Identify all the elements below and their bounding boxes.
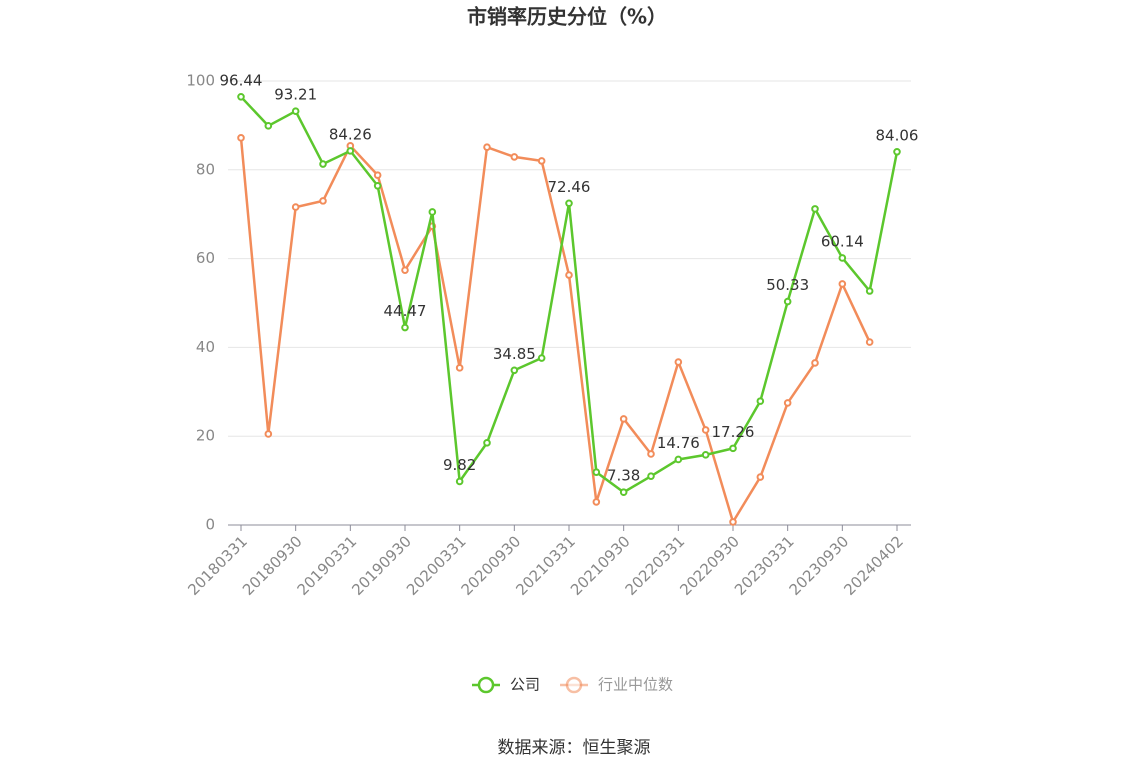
y-tick-label: 40	[196, 338, 215, 356]
data-point	[701, 426, 710, 434]
legend-label: 公司	[510, 676, 540, 694]
data-point	[401, 323, 409, 332]
data-point	[483, 143, 491, 151]
data-point	[592, 498, 601, 506]
data-label: 9.82	[443, 456, 476, 474]
data-point	[893, 147, 901, 156]
y-tick-label: 60	[196, 249, 215, 267]
data-point	[729, 444, 737, 453]
data-label: 7.38	[607, 467, 640, 485]
data-point	[237, 93, 245, 101]
data-point	[455, 364, 464, 372]
data-label: 17.26	[712, 423, 755, 441]
series-line	[239, 137, 871, 525]
legend-marker	[477, 676, 495, 694]
data-point	[729, 518, 737, 526]
data-point	[264, 430, 273, 438]
data-point	[701, 451, 710, 459]
data-point	[510, 153, 519, 161]
chart-title: 市销率历史分位（%）	[467, 5, 667, 29]
data-point	[510, 366, 519, 375]
data-point	[783, 297, 792, 306]
legend-label: 行业中位数	[598, 676, 673, 694]
data-point	[811, 359, 819, 367]
data-point	[674, 358, 683, 366]
data-point	[483, 439, 491, 447]
data-label: 96.44	[220, 71, 263, 89]
source-note: 数据来源：恒生聚源	[498, 738, 651, 758]
data-point	[756, 473, 765, 481]
data-label: 14.76	[657, 434, 700, 452]
data-point	[838, 254, 847, 262]
data-point	[565, 271, 573, 279]
data-point	[647, 450, 655, 458]
series-line	[240, 95, 899, 494]
data-point	[619, 415, 628, 423]
data-point	[291, 107, 300, 115]
data-point	[373, 171, 382, 179]
y-tick-label: 20	[196, 427, 215, 445]
data-label: 93.21	[274, 86, 317, 104]
data-point	[838, 280, 847, 288]
data-point	[373, 181, 382, 190]
data-point	[455, 477, 464, 486]
legend-marker	[565, 676, 583, 694]
data-label: 34.85	[493, 345, 536, 363]
data-point	[865, 338, 874, 346]
y-tick-label: 80	[196, 160, 215, 178]
data-label: 72.46	[548, 178, 591, 196]
data-point	[291, 203, 300, 211]
data-point	[674, 455, 683, 464]
data-point	[811, 205, 819, 213]
data-label: 60.14	[821, 232, 864, 250]
data-label: 50.33	[766, 276, 809, 294]
data-point	[319, 197, 327, 205]
data-point	[565, 199, 573, 208]
data-point	[537, 157, 546, 165]
data-point	[428, 208, 437, 216]
data-point	[537, 354, 546, 362]
y-tick-label: 0	[205, 516, 215, 534]
data-point	[346, 147, 355, 155]
data-label: 44.47	[384, 302, 427, 320]
x-tick-label: 20240402	[840, 532, 907, 599]
data-point	[264, 122, 273, 130]
data-point	[619, 488, 628, 497]
data-point	[319, 160, 327, 168]
data-point	[756, 397, 765, 405]
data-point	[783, 399, 792, 407]
data-point	[647, 472, 655, 480]
data-label: 84.06	[876, 126, 919, 144]
y-tick-label: 100	[186, 72, 215, 90]
data-point	[592, 468, 601, 476]
data-point	[865, 287, 874, 295]
data-point	[237, 134, 245, 142]
data-point	[401, 266, 409, 274]
data-label: 84.26	[329, 125, 372, 143]
